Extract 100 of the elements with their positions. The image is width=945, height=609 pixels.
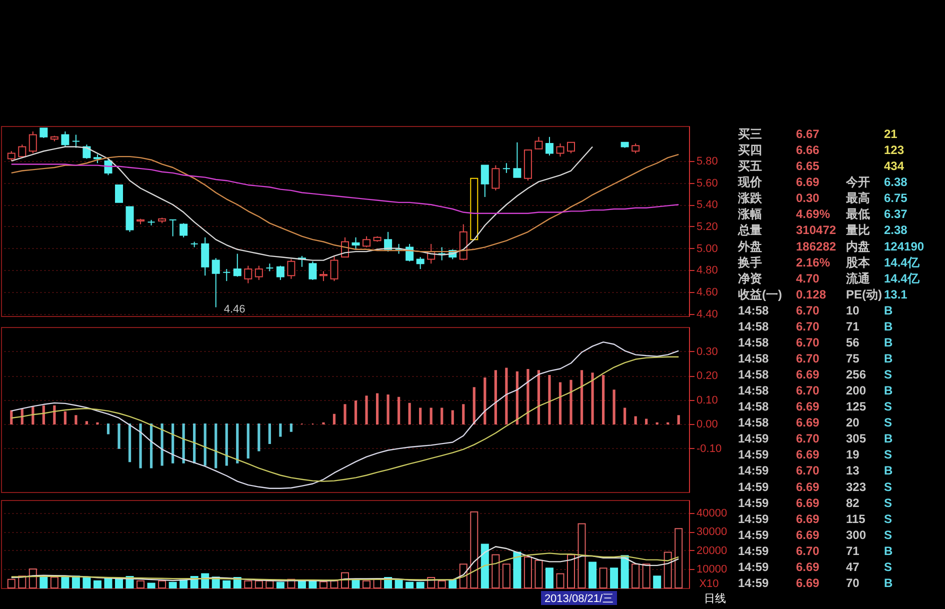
candlestick <box>308 260 317 280</box>
candlestick <box>115 184 123 203</box>
candlestick <box>18 144 26 158</box>
candlestick <box>319 270 328 282</box>
bar <box>599 568 608 588</box>
bar <box>406 582 414 588</box>
bar <box>266 580 274 588</box>
bar <box>620 555 629 588</box>
candlestick <box>534 136 543 150</box>
bar <box>61 576 70 588</box>
y-tick-label: 4.60 <box>696 286 718 298</box>
bar <box>480 544 489 588</box>
text: 14:59 6.70 13 B <box>738 464 893 478</box>
y-tick-label: 5.80 <box>696 155 718 168</box>
bar <box>642 564 650 588</box>
text: 14:59 6.69 47 S <box>738 560 892 574</box>
text: 日线 <box>704 592 726 605</box>
y-tick-label: 5.00 <box>696 242 718 255</box>
text: 14:59 6.69 82 S <box>738 496 892 510</box>
bar <box>276 582 284 588</box>
text: 买三 6.67 21 <box>738 127 898 142</box>
bar <box>545 568 554 588</box>
bar <box>147 582 156 588</box>
candlestick <box>438 246 446 261</box>
candlestick <box>222 268 231 282</box>
y-tick-label: 0.20 <box>696 370 718 382</box>
text: 14:58 6.69 20 S <box>738 416 892 430</box>
candlestick <box>287 258 296 280</box>
candlestick <box>632 142 640 154</box>
candlestick <box>244 265 252 284</box>
y-tick-label: 0.10 <box>696 394 718 406</box>
text: 14:59 6.70 305 B <box>738 432 893 446</box>
bar <box>352 579 360 588</box>
text: 14:58 6.70 56 B <box>738 335 893 350</box>
bar <box>7 578 16 588</box>
text: 涨幅 4.69% 最低 6.37 <box>738 207 908 222</box>
bar <box>319 581 328 588</box>
bar <box>40 576 48 588</box>
bar <box>632 564 640 588</box>
y-tick-label: 4.40 <box>696 308 718 320</box>
text: 14:58 6.70 71 B <box>738 319 893 334</box>
text: 14:59 6.69 19 S <box>738 448 892 462</box>
y-tick-label: 10000 <box>696 564 728 576</box>
candlestick <box>28 130 37 154</box>
bar <box>524 556 532 588</box>
candlestick <box>362 236 371 248</box>
bar <box>330 580 338 588</box>
text: 14:58 6.69 256 S <box>738 368 892 382</box>
bar <box>201 573 210 588</box>
candlestick <box>72 134 80 148</box>
y-tick-label: 5.20 <box>696 220 718 233</box>
bar <box>448 579 457 588</box>
bar <box>556 573 564 588</box>
candlestick <box>492 164 500 191</box>
text: 净资 4.70 流通 14.4亿 <box>738 271 920 286</box>
bar <box>28 568 37 588</box>
text: 外盘 186282 内盘 124190 <box>738 239 924 254</box>
candlestick <box>480 164 489 198</box>
text: 14:59 6.70 71 B <box>738 544 893 558</box>
candlestick <box>545 136 554 156</box>
text: 换手 2.16% 股本 14.4亿 <box>738 255 920 270</box>
text: 买五 6.65 434 <box>738 159 904 174</box>
candlestick <box>352 236 360 250</box>
text: 14:58 6.70 75 B <box>738 352 893 366</box>
text: 14:58 6.70 10 B <box>738 303 893 318</box>
bar <box>104 578 112 588</box>
bar <box>578 523 586 588</box>
candlestick <box>168 219 177 237</box>
bar <box>513 552 522 588</box>
line-series <box>10 552 680 581</box>
line-series <box>10 546 680 582</box>
bar <box>492 554 500 588</box>
candlestick <box>126 206 134 232</box>
bar <box>664 552 672 588</box>
candlestick <box>40 128 48 139</box>
candlestick <box>502 162 510 174</box>
candlestick <box>567 142 575 154</box>
text: 14:58 6.69 125 S <box>738 400 892 414</box>
bar <box>244 580 252 588</box>
text: 14:58 6.70 200 B <box>738 384 893 398</box>
candlestick <box>61 130 70 148</box>
y-tick-label: 0.30 <box>696 346 718 358</box>
bar <box>158 580 166 588</box>
bar <box>502 564 510 588</box>
bar <box>534 560 543 588</box>
bar <box>362 580 371 588</box>
candlestick <box>180 222 188 238</box>
bar <box>653 576 662 588</box>
bar <box>168 582 177 588</box>
bar <box>610 568 618 588</box>
text: 14:59 6.69 300 S <box>738 528 892 542</box>
bar <box>567 554 575 588</box>
y-tick-label: 4.80 <box>696 264 718 277</box>
text: 2013/08/21/三 <box>544 593 614 605</box>
bar <box>50 576 58 588</box>
candlestick <box>201 236 210 276</box>
candlestick <box>276 265 284 280</box>
y-tick-label: 40000 <box>696 507 728 520</box>
candlestick <box>384 231 392 252</box>
bar <box>115 578 123 588</box>
